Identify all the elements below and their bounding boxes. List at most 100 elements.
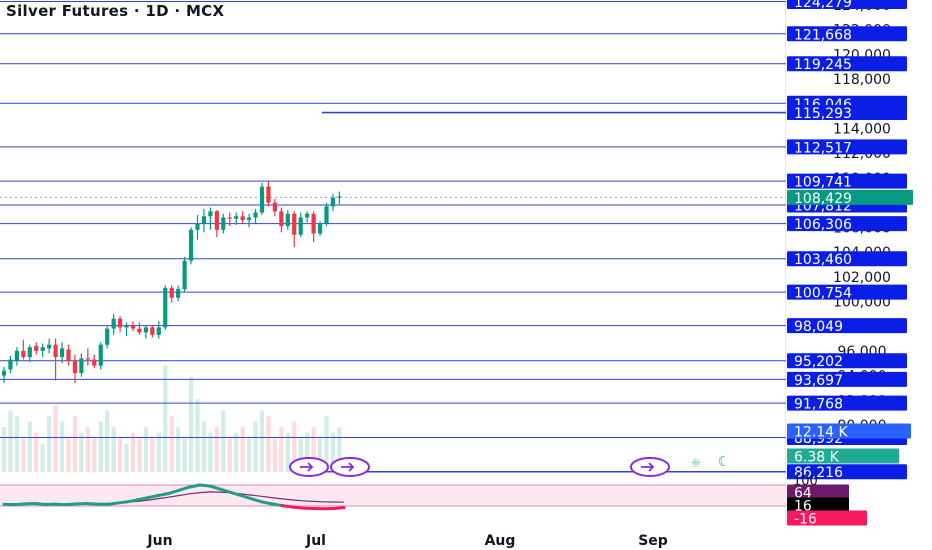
candle-body — [266, 186, 271, 203]
level-price-label-bg — [787, 251, 907, 267]
volume-label: 12.14 K — [794, 425, 849, 441]
volume-bar — [240, 427, 245, 472]
volume-bar — [124, 444, 129, 472]
volume-bar — [188, 376, 194, 472]
volume-bar — [337, 427, 342, 472]
replay-arrow-icon — [300, 462, 314, 472]
candle-body — [156, 327, 161, 335]
volume-bar — [21, 438, 26, 472]
oscillator-main-line — [167, 488, 181, 495]
candle-body — [53, 344, 58, 358]
volume-bar — [47, 416, 52, 472]
oscillator-main-line — [260, 500, 274, 506]
level-price-label: 103,460 — [794, 252, 852, 268]
candle-body — [137, 328, 142, 333]
oscillator-main-line — [229, 490, 243, 497]
volume-bar — [221, 410, 226, 472]
y-tick-label: 102,000 — [833, 270, 891, 286]
volume-bar — [130, 432, 136, 472]
candle-body — [337, 196, 342, 198]
replay-arrow-icon — [641, 462, 655, 472]
candle-body — [150, 327, 155, 335]
candle-body — [111, 318, 116, 329]
candle-body — [247, 217, 252, 220]
candle-body — [47, 344, 52, 349]
candle-body — [169, 287, 174, 298]
y-tick-label: 118,000 — [833, 72, 891, 88]
candle-body — [40, 347, 45, 351]
oscillator-main-line — [115, 500, 130, 505]
x-tick-label: Sep — [638, 533, 668, 549]
candle-body — [21, 350, 26, 358]
candle-body — [124, 324, 129, 328]
volume-bar — [137, 438, 142, 472]
volume-bar — [59, 421, 65, 472]
volume-bar — [169, 416, 174, 472]
volume-bar — [40, 444, 45, 472]
x-tick-label: Jun — [146, 533, 172, 549]
candle-body — [324, 206, 329, 224]
oscillator-main-line — [157, 491, 171, 497]
oscillator-main-line — [270, 502, 284, 508]
volume-bar — [176, 427, 181, 472]
candle-body — [298, 217, 303, 235]
oscillator-main-line — [33, 501, 47, 507]
volume-bar — [27, 421, 32, 472]
level-price-label: 100,754 — [794, 286, 852, 302]
volume-bar — [66, 438, 71, 472]
volume-label: 6.38 K — [794, 450, 840, 466]
candle-body — [227, 217, 232, 219]
oscillator-main-line — [249, 497, 263, 504]
candle-body — [66, 349, 71, 361]
volume-bar — [234, 432, 239, 472]
volume-label-bg — [787, 448, 899, 464]
candle-body — [208, 211, 213, 217]
candle-body — [92, 359, 97, 366]
level-price-label: 124,279 — [794, 0, 852, 11]
volume-bar — [105, 410, 110, 472]
oscillator-main-line — [126, 498, 140, 504]
oscillator-main-line — [290, 505, 305, 510]
volume-bar — [143, 427, 148, 472]
volume-bar — [330, 432, 336, 472]
level-price-label-bg — [787, 56, 907, 72]
volume-bar — [1, 427, 7, 472]
candle-body — [143, 327, 148, 333]
chart-title: Silver Futures · 1D · MCX — [6, 2, 225, 20]
volume-bar — [111, 427, 116, 472]
volume-bar — [317, 438, 323, 472]
volume-bar — [201, 421, 207, 472]
level-price-label: 115,293 — [794, 106, 852, 122]
last-price-label: 108,429 — [794, 191, 852, 207]
level-price-label: 93,697 — [794, 373, 843, 389]
candle-body — [14, 350, 19, 361]
y-tick-label: 114,000 — [833, 122, 891, 138]
level-price-label: 119,245 — [794, 57, 852, 73]
oscillator-main-line — [146, 494, 160, 500]
sun-icon: ☼ — [691, 456, 702, 470]
oscillator-value-label-bg — [787, 510, 867, 526]
candle-body — [221, 217, 226, 230]
oscillator-main-line — [105, 501, 119, 507]
volume-bar — [163, 365, 168, 472]
candle-body — [85, 358, 90, 360]
oscillator-main-line — [64, 502, 78, 507]
oscillator-main-line — [239, 494, 253, 501]
oscillator-main-line — [208, 484, 222, 491]
replay-arrow-icon — [341, 462, 355, 472]
oscillator-main-line — [136, 496, 150, 502]
x-tick-label: Jul — [305, 533, 326, 549]
candle-body — [182, 260, 187, 290]
level-price-label: 91,768 — [794, 397, 843, 413]
level-price-label-bg — [787, 173, 907, 189]
oscillator-value-label: -16 — [794, 512, 817, 528]
volume-bar — [298, 438, 303, 472]
volume-label-bg — [787, 423, 911, 439]
candle-body — [317, 223, 323, 234]
volume-bar — [8, 410, 13, 472]
candle-body — [195, 223, 200, 230]
volume-bar — [72, 416, 78, 472]
level-price-label-bg — [787, 284, 907, 300]
oscillator-main-line — [12, 502, 27, 507]
